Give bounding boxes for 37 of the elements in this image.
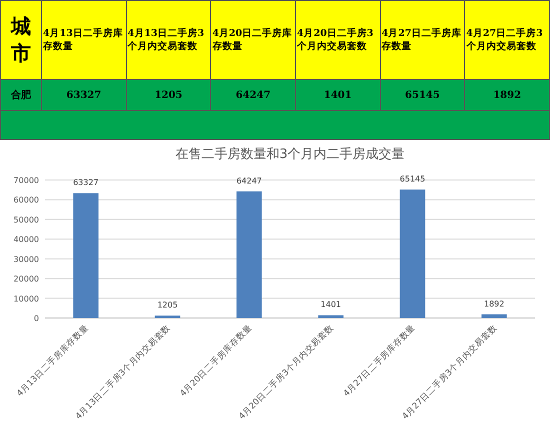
y-tick-label: 20000 xyxy=(14,274,39,284)
y-tick-label: 70000 xyxy=(14,176,39,185)
data-label: 64247 xyxy=(210,80,296,110)
bar xyxy=(318,315,344,318)
data-label: 1892 xyxy=(464,80,550,110)
y-tick-label: 50000 xyxy=(14,215,39,224)
category-label: 4月27日二手房3个月内交易套数 xyxy=(464,0,550,80)
bar xyxy=(482,314,507,318)
category-label: 4月20日二手房库存数量 xyxy=(210,0,296,80)
x-tick-label: 4月13日二手房库存数量 xyxy=(14,322,91,399)
data-label: 63327 xyxy=(42,80,126,110)
y-tick-label: 0 xyxy=(34,314,39,323)
category-label: 4月27日二手房库存数量 xyxy=(380,0,465,80)
category-label: 4月20日二手房3个月内交易套数 xyxy=(295,0,380,80)
text: 合肥 xyxy=(0,80,42,110)
y-tick-label: 60000 xyxy=(14,196,39,205)
text: 城市 xyxy=(0,0,42,80)
data-label: 64247 xyxy=(236,176,262,186)
y-tick-label: 40000 xyxy=(14,235,39,244)
data-label: 1892 xyxy=(484,299,504,308)
bar xyxy=(400,190,426,318)
data-label: 1205 xyxy=(126,80,211,110)
data-label: 1401 xyxy=(320,300,342,310)
data-label: 65145 xyxy=(400,174,426,184)
bar xyxy=(236,191,262,318)
data-label: 1205 xyxy=(157,300,178,310)
data-label: 63327 xyxy=(73,178,99,188)
x-tick-label: 4月20日二手房库存数量 xyxy=(178,322,254,399)
x-tick-label: 4月27日二手房库存数量 xyxy=(341,322,418,399)
data-label: 65145 xyxy=(380,80,465,110)
bar xyxy=(73,193,98,318)
category-label: 4月13日二手房库存数量 xyxy=(42,0,126,80)
y-tick-label: 30000 xyxy=(14,254,39,264)
data-label: 1401 xyxy=(295,80,380,110)
category-label: 4月13日二手房3个月内交易套数 xyxy=(126,0,211,80)
chart-title: 在售二手房数量和3个月内二手房成交量 xyxy=(175,146,405,162)
y-tick-label: 10000 xyxy=(14,294,39,304)
